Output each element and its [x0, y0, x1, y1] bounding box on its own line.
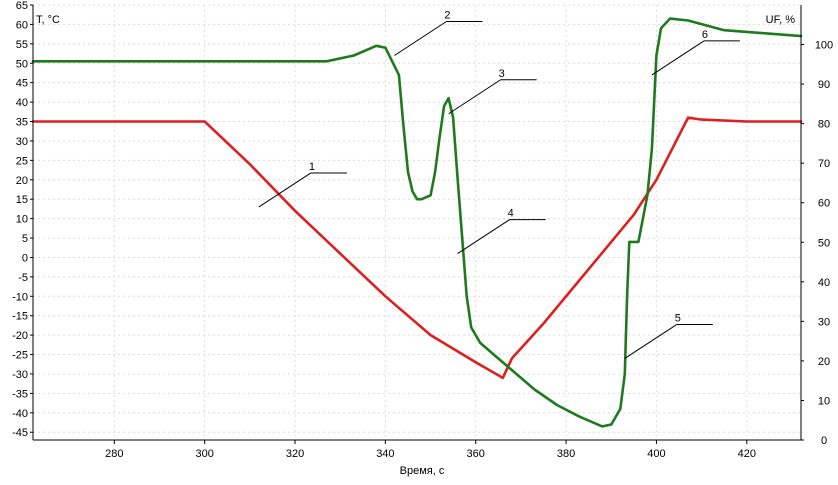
- callout-6-label: 6: [702, 29, 708, 41]
- series-line-1: [31, 116, 803, 380]
- y-left-tick-label: -5: [18, 272, 28, 284]
- y-left-tick-label: -40: [12, 408, 28, 420]
- y-left-tick-label: -30: [12, 369, 28, 381]
- y-right-tick-label: 50: [818, 237, 830, 249]
- y-left-tick-label: 30: [16, 136, 28, 148]
- y-left-tick-label: 45: [16, 78, 28, 90]
- y-right-tick-label: 20: [818, 356, 830, 368]
- callout-3-label: 3: [499, 68, 505, 80]
- y-right-tick-label: 90: [818, 79, 830, 91]
- y-left-tick-label: 40: [16, 97, 28, 109]
- y-left-tick-label: 5: [22, 233, 28, 245]
- callout-4-label: 4: [508, 208, 514, 220]
- callout-5-label: 5: [675, 312, 681, 324]
- y-left-tick-label: 10: [16, 214, 28, 226]
- x-tick-label: 280: [105, 448, 123, 460]
- y-left-tick-label: 15: [16, 194, 28, 206]
- y-right-tick-label: 10: [818, 395, 830, 407]
- y-right-tick-label: 40: [818, 277, 830, 289]
- y-left-tick-label: -25: [12, 350, 28, 362]
- callout-2-label: 2: [444, 9, 450, 21]
- y-left-tick-label: -20: [12, 330, 28, 342]
- y-left-tick-label: 60: [16, 19, 28, 31]
- y-left-tick-label: 55: [16, 39, 28, 51]
- series-line-2: [31, 17, 803, 428]
- x-ticks: 280 300 320 340 360 380 400 420: [105, 440, 756, 460]
- x-tick-label: 360: [467, 448, 485, 460]
- y-right-tick-label: 70: [818, 158, 830, 170]
- callout-6-leader: [651, 40, 705, 76]
- y-left-tick-label: 50: [16, 58, 28, 70]
- y-right-tick-label: 100: [815, 40, 833, 52]
- x-tick-label: 320: [286, 448, 304, 460]
- y-left-tick-label: 35: [16, 117, 28, 129]
- x-tick-label: 420: [738, 448, 756, 460]
- y-left-tick-label: 65: [16, 0, 28, 12]
- callout-1-label: 1: [309, 161, 315, 173]
- plot-area: [33, 5, 801, 440]
- y-left-ticks: 65605550454035302520151050-5-10-15-20-25…: [12, 0, 33, 439]
- y-left-axis-title: T, °C: [36, 14, 60, 26]
- y-left-tick-label: 25: [16, 155, 28, 167]
- y-left-tick-label: -15: [12, 311, 28, 323]
- x-axis-title: Время, с: [400, 465, 445, 477]
- y-right-tick-label: 30: [818, 316, 830, 328]
- grid: [33, 4, 801, 440]
- y-right-tick-label: 80: [818, 119, 830, 131]
- y-left-tick-label: -10: [12, 291, 28, 303]
- callout-4-leader: [457, 219, 510, 254]
- x-tick-label: 340: [376, 448, 394, 460]
- series-layer: [31, 17, 803, 428]
- x-tick-label: 300: [195, 448, 213, 460]
- y-left-tick-label: 0: [22, 252, 28, 264]
- callout-5-leader: [624, 324, 678, 359]
- callout-1-leader: [258, 172, 312, 208]
- y-right-tick-label: 0: [821, 435, 827, 447]
- callout-2-leader: [394, 21, 447, 56]
- y-left-tick-label: 20: [16, 175, 28, 187]
- x-tick-label: 400: [647, 448, 665, 460]
- y-left-tick-label: -45: [12, 427, 28, 439]
- callout-3-leader: [448, 79, 501, 115]
- y-left-tick-label: -35: [12, 388, 28, 400]
- y-right-tick-label: 60: [818, 198, 830, 210]
- y-right-axis-title: UF, %: [766, 14, 796, 26]
- x-tick-label: 380: [557, 448, 575, 460]
- callout-layer: 1 2 3 4 5 6: [258, 9, 740, 359]
